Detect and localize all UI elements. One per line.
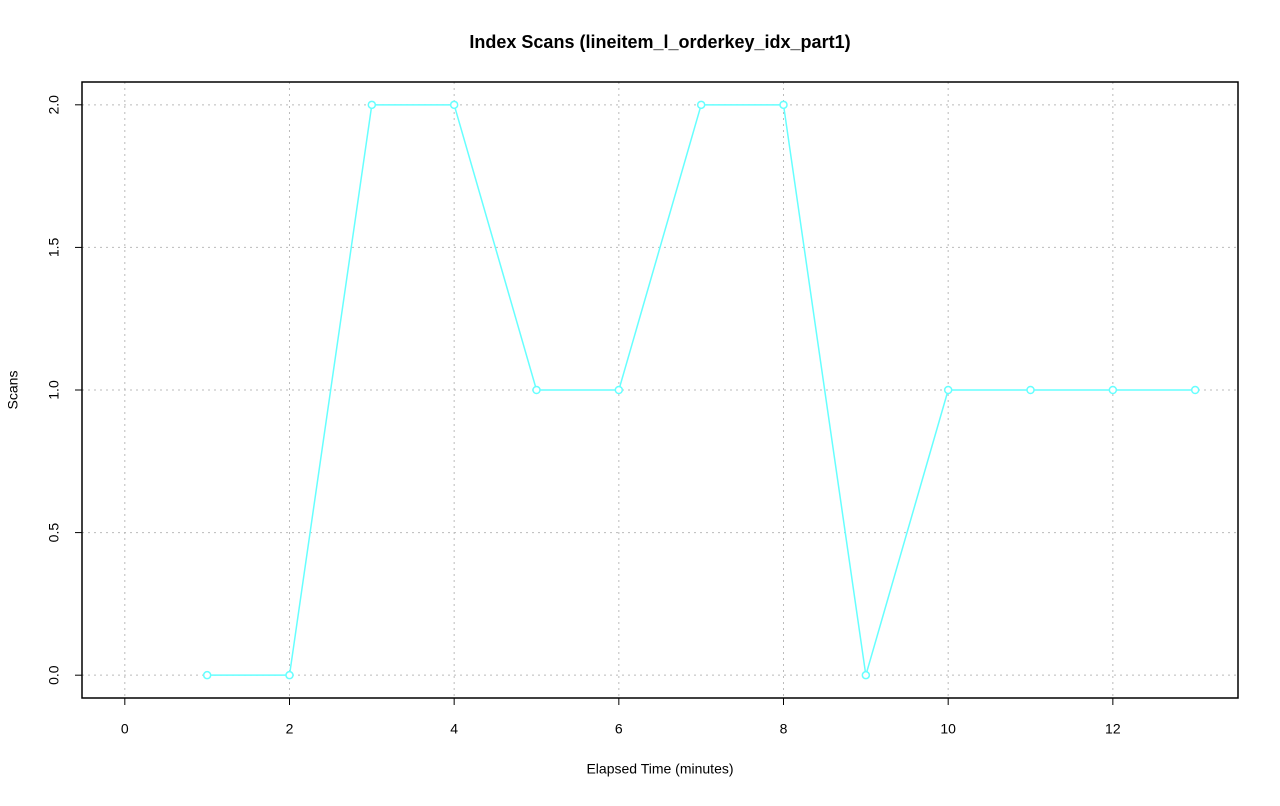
data-point [532, 385, 541, 395]
x-tick-label: 4 [450, 721, 458, 737]
data-point [285, 670, 294, 680]
y-axis-title: Scans [5, 371, 21, 410]
chart-title: Index Scans (lineitem_l_orderkey_idx_par… [469, 32, 850, 52]
data-point [696, 100, 706, 110]
y-tick-label: 2.0 [46, 95, 62, 115]
data-point [1108, 385, 1118, 395]
data-point [943, 385, 953, 395]
data-point [614, 385, 624, 395]
data-point [367, 100, 377, 110]
data-point [861, 670, 871, 680]
y-tick-label: 0.5 [46, 523, 62, 543]
x-tick-label: 12 [1105, 721, 1121, 737]
x-tick-label: 8 [780, 721, 788, 737]
data-point [1026, 385, 1035, 395]
x-axis-title: Elapsed Time (minutes) [586, 761, 733, 777]
data-point [202, 670, 212, 680]
y-tick-label: 1.5 [46, 237, 62, 257]
x-tick-label: 0 [121, 721, 129, 737]
x-tick-label: 2 [286, 721, 294, 737]
plot-frame [81, 81, 1239, 699]
x-tick-label: 10 [940, 721, 956, 737]
y-tick-label: 0.0 [46, 665, 62, 685]
y-tick-label: 1.0 [46, 380, 62, 400]
data-point [1190, 385, 1200, 395]
data-point [449, 100, 459, 110]
data-point [779, 100, 788, 110]
x-tick-label: 6 [615, 721, 623, 737]
